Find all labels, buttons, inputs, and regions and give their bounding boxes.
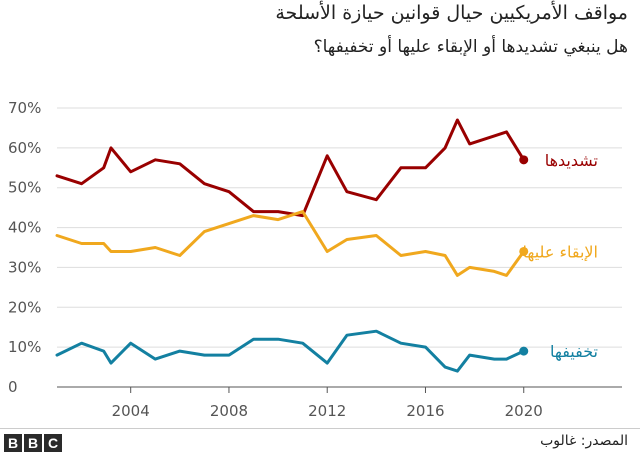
bbc-logo-letter-b2: B xyxy=(24,434,42,452)
x-tick-label: 2020 xyxy=(505,402,543,420)
series-line xyxy=(55,118,526,218)
series-line xyxy=(55,329,526,373)
series-end-marker xyxy=(519,246,529,256)
y-tick-label: 50% xyxy=(8,179,41,197)
y-tick-label: 30% xyxy=(8,258,41,276)
series-label: تخفيفها xyxy=(550,342,598,362)
x-tick-label: 2016 xyxy=(406,402,444,420)
series-end-marker xyxy=(519,346,529,356)
series-line xyxy=(55,210,526,277)
y-tick-label: 10% xyxy=(8,338,41,356)
bbc-logo: B B C xyxy=(4,434,62,452)
y-tick-label: 60% xyxy=(8,139,41,157)
line-chart: 0 10% 20% 30% 40% 50% 60% 70% 2004 2008 2012 2016 20… xyxy=(8,99,622,420)
y-tick-label: 0 xyxy=(8,378,18,396)
x-tick-label: 2012 xyxy=(308,402,346,420)
chart-subtitle: هل ينبغي تشديدها أو الإبقاء عليها أو تخف… xyxy=(313,37,628,57)
x-tick-label: 2004 xyxy=(112,402,150,420)
source-note: المصدر: غالوب xyxy=(540,433,628,449)
series-label: الإبقاء عليها xyxy=(522,242,598,262)
bbc-logo-letter-c: C xyxy=(44,434,62,452)
footer-divider xyxy=(0,428,640,429)
series-label: تشديدها xyxy=(545,151,598,170)
series-end-marker xyxy=(519,155,529,165)
y-tick-label: 40% xyxy=(8,219,41,237)
chart-title: مواقف الأمريكيين حيال قوانين حيازة الأسل… xyxy=(275,2,628,24)
bbc-logo-letter-b1: B xyxy=(4,434,22,452)
x-tick-label: 2008 xyxy=(210,402,248,420)
y-tick-label: 20% xyxy=(8,298,41,316)
y-tick-label: 70% xyxy=(8,99,41,117)
